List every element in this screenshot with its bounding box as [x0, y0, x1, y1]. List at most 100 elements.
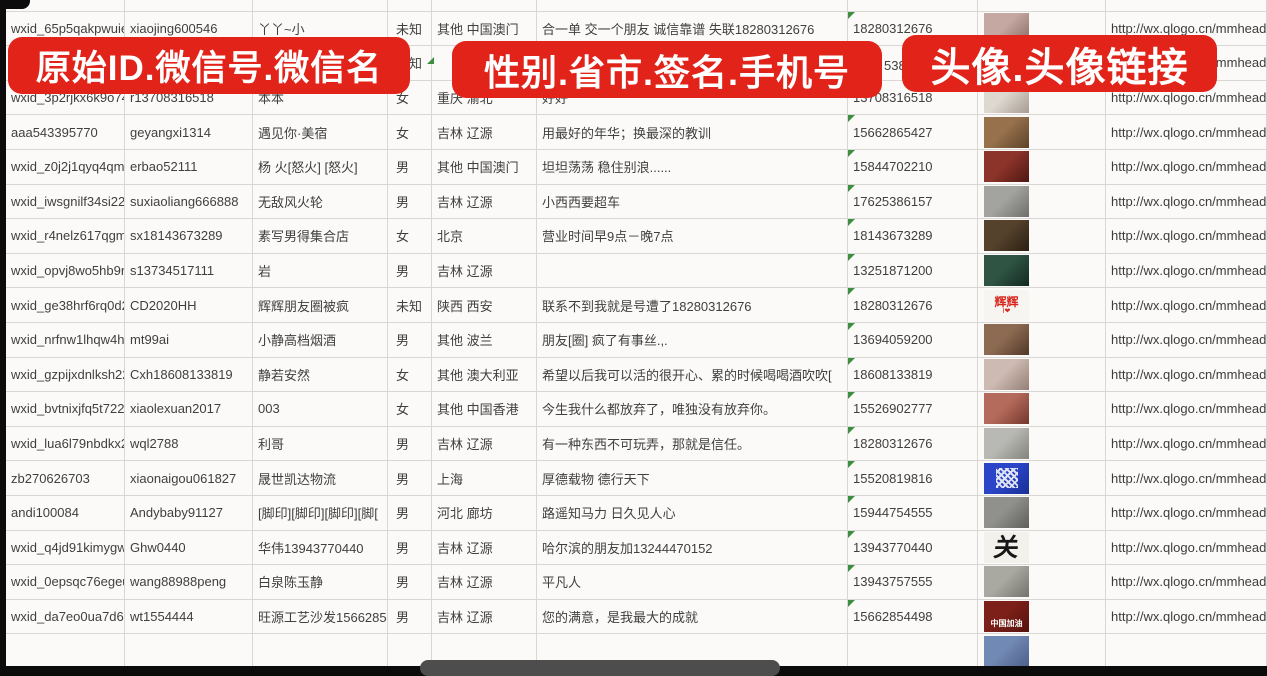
- cell-wechat-name[interactable]: [253, 634, 388, 669]
- cell-original-id[interactable]: wxid_r4nelz617qgm12: [6, 219, 125, 254]
- cell-wechat-name[interactable]: 003: [253, 392, 388, 427]
- cell-avatar-link[interactable]: http://wx.qlogo.cn/mmhead: [1106, 495, 1267, 531]
- cell-wechat-name[interactable]: 素写男得集合店: [253, 219, 388, 254]
- cell-phone-number[interactable]: 15662854498: [848, 599, 978, 635]
- cell-wechat-name[interactable]: 无敌风火轮: [253, 184, 388, 220]
- cell-signature[interactable]: 今生我什么都放弃了，唯独没有放弃你。: [537, 392, 848, 427]
- cell-phone-number[interactable]: 15662865427: [848, 115, 978, 150]
- cell-signature[interactable]: 营业时间早9点－晚7点: [537, 219, 848, 254]
- cell-avatar-link[interactable]: [1106, 634, 1267, 669]
- cell-wechat-number[interactable]: sx18143673289: [125, 219, 253, 254]
- cell-wechat-number[interactable]: wang88988peng: [125, 565, 253, 600]
- cell-province-city[interactable]: 其他 波兰: [432, 322, 537, 358]
- cell-province-city[interactable]: 吉林 辽源: [432, 565, 537, 600]
- cell-wechat-name[interactable]: 静若安然: [253, 357, 388, 393]
- cell-province-city[interactable]: 河北 廊坊: [432, 495, 537, 531]
- cell-gender[interactable]: 男: [388, 149, 432, 185]
- cell-original-id[interactable]: [6, 0, 125, 12]
- cell-gender[interactable]: 未知: [388, 288, 432, 323]
- cell-avatar-link[interactable]: http://wx.qlogo.cn/mmhead: [1106, 253, 1267, 289]
- cell-gender[interactable]: 男: [388, 599, 432, 635]
- cell-original-id[interactable]: wxid_z0j2j1qyq4qm22: [6, 149, 125, 185]
- cell-original-id[interactable]: wxid_lua6l79nbdkx21: [6, 426, 125, 462]
- cell-signature[interactable]: [537, 253, 848, 289]
- cell-signature[interactable]: 用最好的年华；换最深的教训: [537, 115, 848, 150]
- cell-signature[interactable]: 您的满意，是我最大的成就: [537, 599, 848, 635]
- cell-avatar-link[interactable]: http://wx.qlogo.cn/mmhead: [1106, 426, 1267, 462]
- cell-phone-number[interactable]: 18280312676: [848, 426, 978, 462]
- cell-avatar-link[interactable]: http://wx.qlogo.cn/mmhead: [1106, 357, 1267, 393]
- cell-phone-number[interactable]: 15844702210: [848, 149, 978, 185]
- cell-original-id[interactable]: wxid_bvtnixjfq5t722: [6, 392, 125, 427]
- cell-avatar[interactable]: [978, 495, 1106, 531]
- cell-gender[interactable]: 女: [388, 219, 432, 254]
- cell-wechat-number[interactable]: CD2020HH: [125, 288, 253, 323]
- cell-original-id[interactable]: zb270626703: [6, 461, 125, 496]
- cell-avatar[interactable]: 辉辉 I❤: [978, 288, 1106, 323]
- cell-gender[interactable]: 女: [388, 357, 432, 393]
- cell-avatar-link[interactable]: http://wx.qlogo.cn/mmhead: [1106, 322, 1267, 358]
- cell-wechat-name[interactable]: 辉辉朋友圈被疯: [253, 288, 388, 323]
- cell-avatar-link[interactable]: http://wx.qlogo.cn/mmhead: [1106, 392, 1267, 427]
- cell-phone-number[interactable]: 15944754555: [848, 495, 978, 531]
- cell-signature[interactable]: 小西西要超车: [537, 184, 848, 220]
- cell-signature[interactable]: 联系不到我就是号遭了18280312676: [537, 288, 848, 323]
- cell-avatar[interactable]: [978, 0, 1106, 12]
- cell-phone-number[interactable]: 18280312676: [848, 288, 978, 323]
- cell-signature[interactable]: 有一种东西不可玩弄，那就是信任。: [537, 426, 848, 462]
- cell-signature[interactable]: 朋友[圈] 疯了有事丝.,.: [537, 322, 848, 358]
- cell-avatar[interactable]: 中国加油: [978, 599, 1106, 635]
- cell-original-id[interactable]: wxid_gzpijxdnlksh22: [6, 357, 125, 393]
- cell-phone-number[interactable]: 15520819816: [848, 461, 978, 496]
- cell-avatar-link[interactable]: http://wx.qlogo.cn/mmhead: [1106, 149, 1267, 185]
- cell-original-id[interactable]: wxid_da7eo0ua7d6z22: [6, 599, 125, 635]
- cell-avatar[interactable]: [978, 149, 1106, 185]
- cell-original-id[interactable]: [6, 634, 125, 669]
- cell-original-id[interactable]: wxid_iwsgnilf34si22: [6, 184, 125, 220]
- cell-avatar-link[interactable]: http://wx.qlogo.cn/mmhead: [1106, 11, 1267, 47]
- cell-wechat-number[interactable]: mt99ai: [125, 322, 253, 358]
- cell-signature[interactable]: 坦坦荡荡 稳住别浪......: [537, 149, 848, 185]
- cell-phone-number[interactable]: 18608133819: [848, 357, 978, 393]
- cell-avatar[interactable]: 关: [978, 530, 1106, 566]
- horizontal-scrollbar-thumb[interactable]: [420, 660, 780, 676]
- cell-avatar[interactable]: [978, 392, 1106, 427]
- cell-phone-number[interactable]: 17625386157: [848, 184, 978, 220]
- cell-gender[interactable]: 男: [388, 253, 432, 289]
- cell-gender[interactable]: 男: [388, 184, 432, 220]
- cell-avatar[interactable]: [978, 426, 1106, 462]
- cell-avatar-link[interactable]: http://wx.qlogo.cn/mmhead: [1106, 565, 1267, 600]
- cell-gender[interactable]: 女: [388, 115, 432, 150]
- cell-original-id[interactable]: wxid_nrfnw1lhqw4h22: [6, 322, 125, 358]
- cell-avatar-link[interactable]: [1106, 0, 1267, 12]
- cell-gender[interactable]: 男: [388, 461, 432, 496]
- cell-avatar[interactable]: [978, 322, 1106, 358]
- cell-original-id[interactable]: wxid_ge38hrf6rq0d22: [6, 288, 125, 323]
- cell-avatar[interactable]: [978, 184, 1106, 220]
- cell-avatar-link[interactable]: http://wx.qlogo.cn/mmhead: [1106, 115, 1267, 150]
- cell-wechat-number[interactable]: [125, 634, 253, 669]
- cell-original-id[interactable]: wxid_0epsqc76egeu22: [6, 565, 125, 600]
- cell-signature[interactable]: 路遥知马力 日久见人心: [537, 495, 848, 531]
- cell-gender[interactable]: 女: [388, 392, 432, 427]
- cell-province-city[interactable]: 吉林 辽源: [432, 253, 537, 289]
- cell-gender[interactable]: 男: [388, 322, 432, 358]
- cell-avatar-link[interactable]: http://wx.qlogo.cn/mmhead: [1106, 288, 1267, 323]
- cell-province-city[interactable]: 吉林 辽源: [432, 530, 537, 566]
- cell-wechat-name[interactable]: [253, 0, 388, 12]
- cell-phone-number[interactable]: 18143673289: [848, 219, 978, 254]
- cell-province-city[interactable]: 上海: [432, 461, 537, 496]
- cell-wechat-name[interactable]: 利哥: [253, 426, 388, 462]
- cell-signature[interactable]: 合一单 交一个朋友 诚信靠谱 失联18280312676: [537, 11, 848, 47]
- cell-avatar-link[interactable]: http://wx.qlogo.cn/mmhead: [1106, 184, 1267, 220]
- cell-signature[interactable]: 平凡人: [537, 565, 848, 600]
- cell-province-city[interactable]: 吉林 辽源: [432, 599, 537, 635]
- cell-province-city[interactable]: 其他 中国香港: [432, 392, 537, 427]
- cell-signature[interactable]: 厚德载物 德行天下: [537, 461, 848, 496]
- cell-province-city[interactable]: 其他 中国澳门: [432, 149, 537, 185]
- cell-province-city[interactable]: 陕西 西安: [432, 288, 537, 323]
- cell-avatar[interactable]: [978, 461, 1106, 496]
- cell-wechat-number[interactable]: s13734517111: [125, 253, 253, 289]
- cell-wechat-number[interactable]: Andybaby91127: [125, 495, 253, 531]
- cell-avatar[interactable]: [978, 253, 1106, 289]
